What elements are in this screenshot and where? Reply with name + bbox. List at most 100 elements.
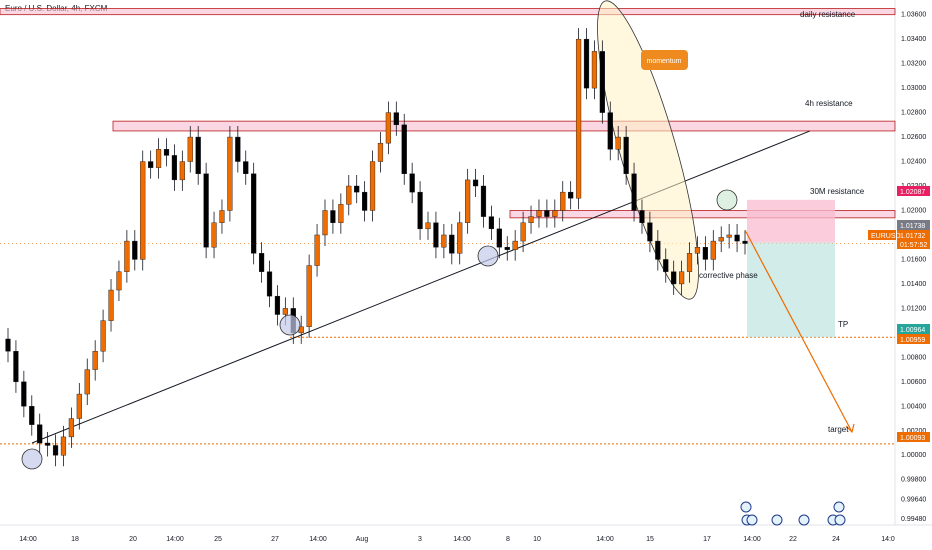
candle-body: [338, 204, 344, 223]
candle-body: [686, 253, 693, 272]
candle-body: [227, 136, 233, 211]
y-tick-label: 1.02400: [901, 159, 926, 166]
candle-body: [425, 222, 431, 230]
candle-body: [124, 240, 130, 272]
candle-body: [433, 222, 439, 248]
candle-body: [702, 247, 708, 260]
candle-body: [306, 265, 312, 327]
candle-body: [536, 210, 542, 217]
candle-body: [528, 216, 534, 223]
candle-body: [274, 295, 281, 315]
price-tag-label: 01:57:52: [900, 242, 927, 249]
price-tag-label: EURUSD: [871, 233, 901, 240]
candle-body: [385, 112, 391, 144]
candle-body: [195, 136, 201, 174]
candle-body: [330, 210, 336, 223]
swing-low-circle-3: [477, 245, 499, 267]
x-tick-label: 14:00: [166, 536, 184, 543]
y-tick-label: 1.01200: [901, 305, 926, 312]
candle-body: [243, 161, 249, 174]
candle-body: [480, 185, 487, 217]
candle-body: [441, 234, 447, 248]
candle-body: [116, 271, 122, 291]
candle-body: [631, 173, 637, 211]
y-tick-label: 1.02000: [901, 207, 926, 214]
projection-arrow: [744, 229, 853, 433]
price-tag: [897, 186, 930, 196]
candle-body: [37, 424, 43, 444]
h4-resistance-zone: [112, 120, 896, 132]
daily-resistance-zone: [0, 8, 896, 16]
m30-resistance-label: 30M resistance: [810, 187, 865, 196]
candle-body: [449, 234, 455, 254]
x-tick-label: 27: [271, 536, 279, 543]
price-tag: [897, 324, 930, 334]
candle-body: [13, 351, 19, 383]
price-tag-label: 1.00959: [900, 337, 925, 344]
projection-arrowhead: [845, 423, 855, 434]
economic-event-icon: [771, 514, 783, 526]
candle-body: [457, 222, 463, 254]
price-tag-label: 1.00964: [900, 327, 925, 334]
candle-body: [219, 210, 225, 223]
candle-body: [52, 445, 59, 456]
candle-body: [671, 271, 677, 285]
candle-body: [512, 240, 518, 250]
candle-body: [742, 240, 748, 244]
y-tick-label: 1.03200: [901, 61, 926, 68]
candle-body: [639, 210, 645, 223]
candle-body: [235, 136, 241, 162]
momentum-callout: [641, 50, 688, 70]
momentum-label: momentum: [646, 58, 681, 65]
y-tick-label: 1.02800: [901, 110, 926, 117]
candle-body: [734, 234, 740, 242]
candle-body: [718, 237, 724, 242]
candle-body: [203, 173, 209, 248]
candle-body: [346, 185, 352, 205]
x-tick-label: 22: [789, 536, 797, 543]
retest-circle: [716, 189, 738, 211]
y-tick-label: 1.00200: [901, 428, 926, 435]
y-tick-label: 0.99480: [901, 516, 926, 523]
economic-event-icon: [740, 501, 752, 513]
candle-body: [258, 253, 265, 272]
target-label: target: [828, 425, 849, 434]
candle-body: [140, 161, 146, 260]
price-tag: [897, 230, 930, 240]
x-tick-label: 24: [832, 536, 840, 543]
candle-body: [132, 240, 138, 260]
candle-body: [655, 240, 661, 260]
candle-body: [560, 191, 566, 211]
x-tick-label: Aug: [356, 536, 369, 543]
candle-body: [520, 222, 526, 242]
candle-body: [179, 161, 185, 181]
x-tick-label: 14:00: [19, 536, 37, 543]
candle-body: [5, 338, 11, 352]
candle-body: [369, 161, 376, 211]
y-tick-label: 0.99640: [901, 496, 926, 503]
candle-body: [29, 406, 35, 425]
price-tag: [897, 239, 930, 249]
candle-body: [377, 142, 384, 162]
economic-event-icon: [833, 501, 845, 513]
candle-body: [544, 210, 550, 217]
m30-resistance-zone: [509, 210, 896, 219]
y-tick-label: 1.00800: [901, 354, 926, 361]
y-tick-label: 1.03000: [901, 85, 926, 92]
x-tick-label: 17: [703, 536, 711, 543]
candle-body: [155, 149, 162, 168]
candle-body: [488, 216, 495, 230]
price-tag-label: 1.00093: [900, 435, 925, 442]
candle-body: [60, 436, 67, 456]
candle-body: [465, 179, 471, 223]
price-tag-label: 1.01732: [900, 233, 925, 240]
candle-body: [615, 136, 621, 150]
price-tag: [897, 220, 930, 230]
y-tick-label: 1.03600: [901, 12, 926, 19]
tp-label: TP: [838, 320, 848, 329]
y-tick-label: 0.99800: [901, 477, 926, 484]
candle-body: [21, 381, 27, 407]
x-tick-label: 20: [129, 536, 137, 543]
